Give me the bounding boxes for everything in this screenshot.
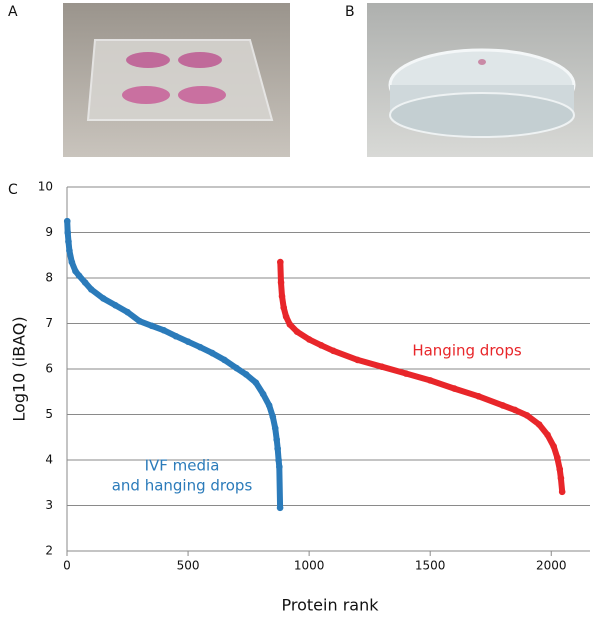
photo-b [367,3,593,157]
point [535,421,543,428]
y-tick-label: 2 [45,544,53,558]
y-tick-label: 9 [45,225,53,239]
point [65,238,72,245]
point [558,488,566,496]
point [271,424,279,432]
point [305,336,313,343]
annotation: Hanging drops [412,342,522,360]
y-tick-label: 4 [45,453,53,467]
x-tick-label: 500 [177,559,200,573]
point [81,279,89,286]
point [265,402,273,409]
point [499,402,507,409]
point [68,258,76,266]
y-tick-label: 7 [45,316,53,330]
point [259,390,267,398]
x-tick-label: 1500 [415,559,446,573]
point [556,465,564,473]
point [233,364,240,372]
point [160,327,168,334]
point [451,385,458,392]
point [280,304,288,311]
point [282,313,290,320]
point [274,445,281,452]
point [252,379,260,386]
point [523,412,531,419]
point [66,247,73,254]
point [317,342,325,349]
point [276,504,284,512]
point [136,317,143,325]
point [554,454,561,462]
y-tick-label: 10 [38,180,53,194]
y-tick-label: 6 [45,362,53,376]
y-tick-label: 8 [45,271,53,285]
point [172,332,180,340]
point [426,377,434,384]
point [402,370,410,377]
point [557,474,565,482]
point [544,431,551,439]
panel-label: B [345,4,355,20]
series [63,217,284,512]
annotation: IVF media [145,457,220,475]
series-trace [277,259,566,495]
x-tick-label: 0 [63,559,71,573]
point [277,279,285,286]
point [354,356,361,364]
point [330,347,337,355]
point [221,356,228,364]
x-axis-label: Protein rank [282,596,380,615]
point [148,322,156,330]
panel-label: A [8,4,18,20]
point [63,217,71,225]
point [184,338,192,346]
y-tick-label: 3 [45,498,53,512]
photo-a [63,3,290,157]
point [72,267,79,275]
series [277,258,566,496]
point [242,371,250,378]
point [100,295,107,302]
point [277,258,284,266]
point [278,292,286,300]
point [293,328,301,335]
point [275,456,282,464]
point [75,272,83,280]
point [273,436,280,443]
point [112,302,119,309]
point [475,393,482,400]
point [87,286,95,293]
point [550,443,557,450]
point [378,363,386,371]
y-tick-label: 5 [45,407,53,421]
point [208,349,216,357]
point [276,463,283,471]
point [286,321,294,328]
point [269,413,277,421]
point [64,229,72,236]
annotation: and hanging drops [112,477,253,495]
point [511,406,519,414]
x-tick-label: 1000 [294,559,325,573]
panel-label: C [8,182,18,198]
y-axis-label: Log10 (iBAQ) [10,316,29,421]
point [124,308,131,316]
point [196,343,204,351]
x-tick-label: 2000 [536,559,567,573]
